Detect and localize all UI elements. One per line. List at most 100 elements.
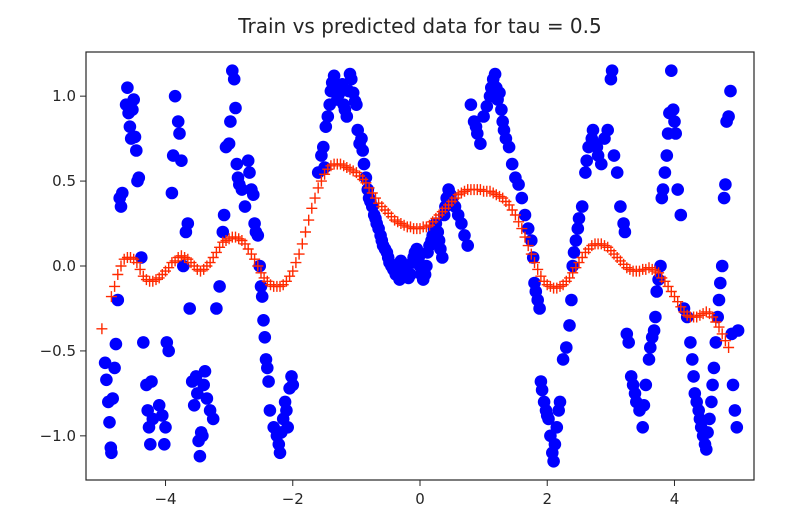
train-point [724, 84, 737, 98]
train-point [175, 154, 188, 167]
train-point [474, 137, 487, 150]
train-point [684, 336, 697, 349]
train-point [210, 302, 223, 315]
train-point [703, 412, 716, 426]
train-point [644, 341, 657, 354]
train-point [116, 186, 129, 200]
train-point [241, 154, 255, 167]
predicted-point [716, 328, 728, 340]
train-point [548, 438, 562, 451]
train-point [162, 344, 175, 358]
train-point [719, 178, 732, 191]
train-point [317, 140, 330, 154]
train-point [686, 353, 699, 366]
train-point [224, 115, 237, 128]
train-point [571, 222, 585, 235]
train-point [610, 166, 624, 179]
train-point [243, 166, 256, 179]
train-point [420, 259, 433, 273]
train-point [731, 324, 745, 337]
train-point [560, 341, 573, 354]
predicted-point [713, 321, 725, 333]
y-tick-label: 0.0 [52, 257, 76, 275]
train-point [709, 336, 723, 349]
train-point [121, 81, 134, 94]
train-point [286, 378, 300, 392]
train-point [152, 399, 166, 412]
predicted-point [513, 216, 525, 228]
train-point [197, 378, 210, 392]
train-point [579, 166, 592, 179]
train-point [656, 183, 670, 196]
y-tick-label: 0.5 [52, 172, 76, 190]
train-point [127, 93, 140, 106]
train-point [515, 191, 529, 205]
predicted-point [315, 175, 327, 187]
train-point [705, 395, 718, 409]
predicted-point [296, 238, 308, 250]
predicted-point [509, 209, 521, 221]
predicted-point [105, 291, 117, 303]
train-point [238, 200, 252, 213]
train-point [255, 290, 269, 303]
train-point [130, 144, 143, 157]
train-point [547, 455, 560, 468]
train-point [669, 127, 682, 140]
train-point [196, 429, 209, 443]
train-point [108, 361, 121, 375]
train-point [674, 208, 688, 222]
predicted-point [131, 257, 143, 269]
train-point [488, 67, 502, 81]
train-point [728, 404, 742, 417]
train-point [636, 421, 649, 434]
predicted-point [134, 263, 146, 275]
train-point [660, 149, 674, 162]
train-point [247, 188, 260, 201]
train-point [165, 186, 179, 200]
predicted-point [719, 335, 731, 347]
train-point [649, 310, 662, 324]
train-point [464, 98, 478, 111]
train-point [145, 375, 158, 388]
train-point [229, 101, 242, 115]
train-point [123, 120, 137, 133]
train-point [193, 449, 207, 463]
train-point [135, 251, 148, 264]
train-point [687, 370, 700, 383]
train-point [665, 64, 678, 77]
train-point [319, 120, 333, 133]
train-point [553, 395, 567, 409]
train-point [722, 110, 735, 123]
predicted-point [522, 240, 534, 252]
train-point [187, 399, 201, 412]
train-point [717, 191, 731, 205]
train-point [181, 217, 195, 230]
train-point [569, 234, 583, 247]
train-point [273, 446, 287, 460]
train-point [356, 144, 370, 157]
predicted-point [525, 248, 537, 260]
predicted-point [115, 260, 127, 272]
train-point [109, 337, 123, 351]
train-point [666, 103, 680, 116]
predicted-point [249, 253, 261, 265]
train-point [206, 412, 220, 426]
train-point [340, 110, 354, 123]
y-axis: 1.0 0.5 0.0 −0.5 −1.0 [40, 87, 86, 445]
y-tick-label: −0.5 [40, 342, 76, 360]
train-point [436, 251, 449, 264]
train-point [477, 110, 490, 123]
train-point [650, 285, 663, 298]
predicted-point [109, 280, 121, 292]
x-tick-label: 0 [415, 490, 425, 508]
train-point [350, 98, 363, 111]
train-point [567, 246, 581, 259]
train-point [701, 426, 714, 439]
train-point [132, 171, 146, 184]
x-tick-label: 4 [670, 490, 680, 508]
train-point [622, 336, 635, 349]
train-point [137, 336, 150, 349]
predicted-point [516, 223, 528, 235]
train-point [605, 64, 619, 77]
